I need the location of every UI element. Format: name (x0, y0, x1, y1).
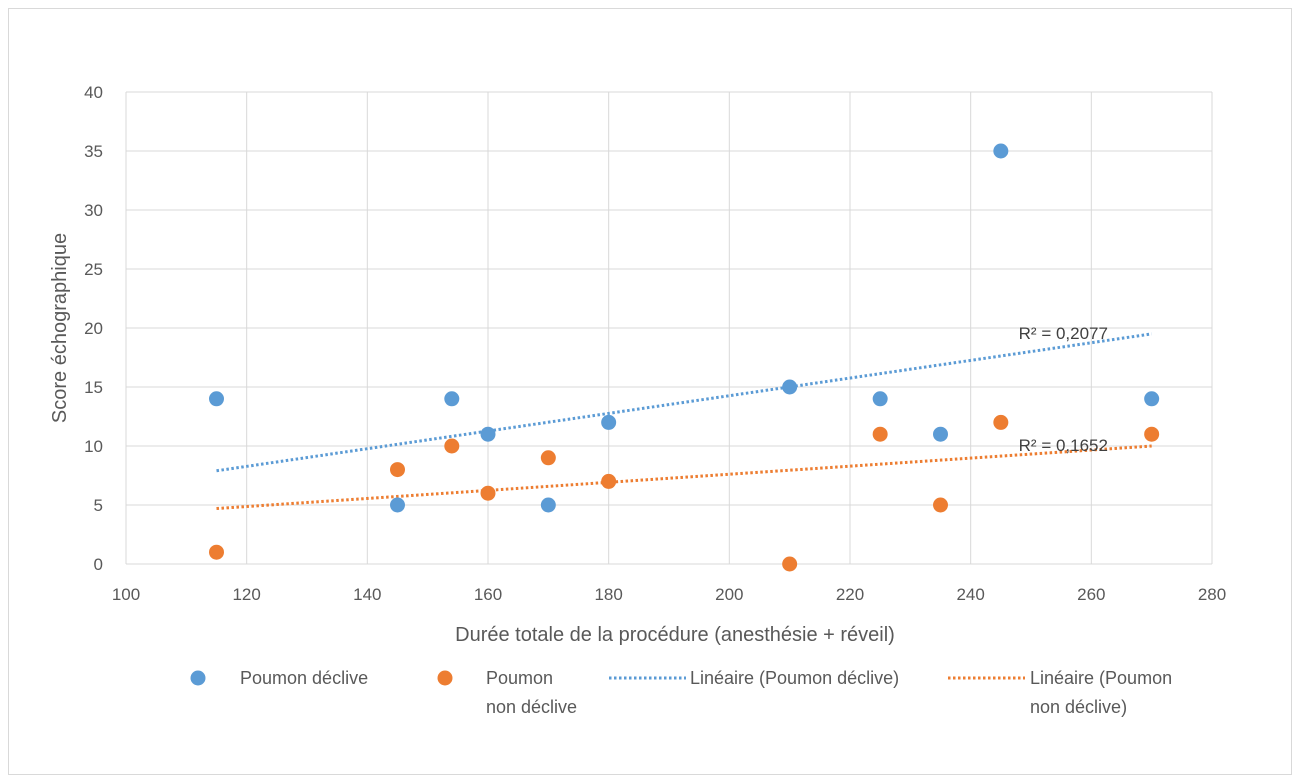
y-tick-label: 15 (84, 378, 103, 397)
gridlines (125, 91, 1213, 565)
legend-label-lineaire-non-declive-line2: non déclive) (1030, 697, 1127, 717)
legend-label-lineaire-non-declive-line1: Linéaire (Poumon (1030, 668, 1172, 688)
data-point-series-1 (782, 379, 798, 395)
x-tick-label: 140 (353, 585, 381, 604)
data-point-series-2 (933, 497, 948, 513)
data-point-series-2 (993, 414, 1009, 430)
legend: Poumon déclive Poumon non déclive Linéai… (190, 668, 1172, 717)
data-point-series-2 (444, 438, 460, 454)
data-point-series-1 (872, 391, 888, 407)
data-point-series-1 (540, 497, 556, 513)
data-point-series-1 (444, 391, 460, 407)
x-tick-label: 260 (1077, 585, 1105, 604)
x-axis-title: Durée totale de la procédure (anesthésie… (455, 624, 895, 646)
data-point-series-2 (782, 556, 798, 572)
data-point-series-2 (540, 450, 556, 466)
x-tick-label: 240 (956, 585, 984, 604)
chart-frame (8, 8, 1292, 775)
trendlines (216, 332, 1152, 511)
data-point-series-1 (390, 497, 405, 513)
legend-marker-poumon-non-declive (437, 670, 453, 686)
r2-label-2: R² = 0,1652 (1019, 436, 1108, 455)
data-point-series-2 (390, 462, 405, 478)
y-axis-title: Score échographique (49, 233, 71, 423)
data-point-series-2 (209, 544, 224, 560)
y-tick-label: 35 (84, 142, 103, 161)
legend-label-poumon-declive: Poumon déclive (240, 668, 368, 688)
r2-labels: R² = 0,2077 R² = 0,1652 (1019, 324, 1108, 455)
legend-label-lineaire-declive: Linéaire (Poumon déclive) (690, 668, 899, 688)
data-point-series-2 (480, 485, 496, 501)
x-tick-label: 280 (1198, 585, 1226, 604)
x-tick-label: 160 (474, 585, 502, 604)
x-tick-label: 200 (715, 585, 743, 604)
trendline-2 (216, 444, 1152, 511)
data-point-series-1 (480, 426, 496, 442)
data-point-series-2 (601, 473, 617, 489)
y-tick-label: 20 (84, 319, 103, 338)
y-tick-label: 0 (94, 555, 103, 574)
y-tick-labels: 0 5 10 15 20 25 30 35 40 (84, 83, 103, 574)
y-tick-label: 5 (94, 496, 103, 515)
x-tick-label: 100 (112, 585, 140, 604)
data-point-series-1 (933, 426, 948, 442)
x-tick-label: 120 (232, 585, 260, 604)
data-point-series-1 (209, 391, 224, 407)
x-tick-labels: 100 120 140 160 180 200 220 240 260 280 (112, 585, 1226, 604)
legend-label-poumon-non-declive-line1: Poumon (486, 668, 553, 688)
data-point-series-1 (601, 414, 617, 430)
data-point-series-1 (993, 143, 1009, 159)
r2-label-1: R² = 0,2077 (1019, 324, 1108, 343)
y-tick-label: 30 (84, 201, 103, 220)
data-point-series-2 (1144, 426, 1160, 442)
y-tick-label: 25 (84, 260, 103, 279)
x-tick-label: 220 (836, 585, 864, 604)
y-tick-label: 10 (84, 437, 103, 456)
data-point-series-2 (872, 426, 888, 442)
trendline-1 (216, 332, 1152, 473)
data-points (209, 143, 1160, 572)
legend-marker-poumon-declive (190, 670, 206, 686)
y-tick-label: 40 (84, 83, 103, 102)
data-point-series-1 (1144, 391, 1160, 407)
x-tick-label: 180 (594, 585, 622, 604)
legend-label-poumon-non-declive-line2: non déclive (486, 697, 577, 717)
